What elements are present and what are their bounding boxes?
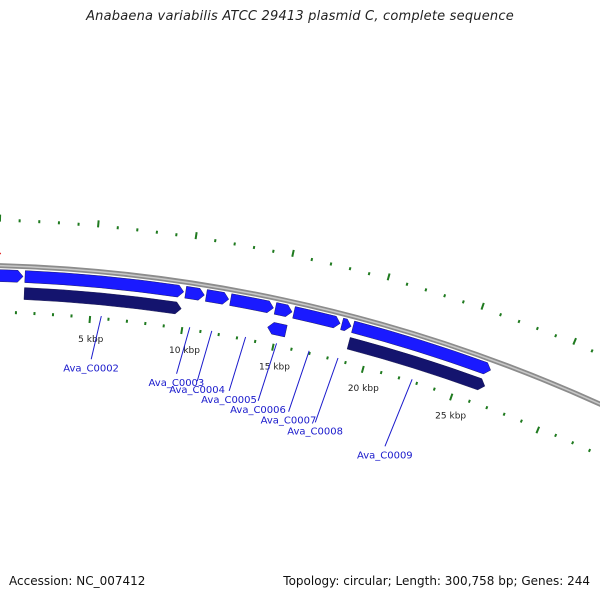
- inner-tick: [519, 419, 523, 423]
- outer-tick: [291, 249, 295, 257]
- outer-tick: [517, 319, 521, 324]
- gene-label: Ava_C0009: [357, 450, 413, 461]
- sequence-summary: Topology: circular; Length: 300,758 bp; …: [283, 574, 590, 588]
- outer-tick: [405, 282, 409, 286]
- gene-arrow: [0, 269, 24, 283]
- inner-tick: [235, 336, 239, 340]
- inner-tick: [432, 387, 436, 391]
- scale-label: 5 kbp: [78, 335, 104, 345]
- outer-tick: [329, 262, 333, 266]
- inner-tick: [344, 360, 347, 365]
- inner-tick: [415, 381, 419, 386]
- gene-leader-line: [228, 336, 247, 392]
- outer-tick: [443, 294, 447, 298]
- outer-tick: [310, 257, 314, 262]
- gene-arrow: [229, 293, 274, 313]
- gene-leader-line: [196, 330, 213, 382]
- gene-arrow: [273, 302, 293, 317]
- inner-tick: [467, 399, 471, 404]
- outer-tick: [554, 333, 558, 338]
- origin-marker: [0, 252, 2, 255]
- outer-tick: [348, 267, 352, 271]
- outer-tick: [272, 249, 275, 253]
- gene-leader-line: [314, 357, 339, 423]
- gene-label: Ava_C0002: [63, 363, 119, 374]
- outer-tick: [572, 337, 577, 345]
- accession-label: Accession: NC_007412: [9, 574, 146, 588]
- gene-leader-line: [288, 350, 310, 412]
- inner-tick: [217, 332, 220, 337]
- outer-tick: [252, 245, 256, 250]
- inner-tick: [253, 339, 257, 344]
- inner-tick: [571, 441, 575, 445]
- gene-label: Ava_C0007: [261, 416, 317, 427]
- inner-tick: [308, 351, 311, 356]
- gene-arrow: [23, 287, 182, 315]
- inner-tick: [326, 356, 329, 360]
- inner-tick: [485, 405, 489, 410]
- inner-tick: [180, 326, 184, 335]
- backbone-highlight: [0, 264, 600, 405]
- gene-label: Ava_C0006: [230, 405, 286, 416]
- inner-tick: [360, 365, 365, 374]
- scale-label: 20 kbp: [348, 384, 379, 394]
- inner-tick: [587, 448, 592, 453]
- gene-label: Ava_C0004: [169, 385, 225, 396]
- scale-label: 25 kbp: [435, 411, 466, 421]
- gene-label: Ava_C0008: [287, 426, 343, 437]
- outer-tick: [194, 232, 198, 240]
- gene-leader-line: [257, 343, 278, 401]
- outer-tick: [480, 302, 485, 310]
- gene-arrow: [24, 270, 185, 298]
- outer-tick: [386, 273, 391, 281]
- outer-tick: [97, 220, 100, 228]
- inner-tick: [271, 343, 275, 351]
- inner-tick: [535, 426, 541, 434]
- inner-tick: [554, 433, 558, 438]
- gene-arrow: [205, 289, 230, 305]
- inner-tick: [449, 393, 454, 401]
- gene-arrow: [292, 306, 341, 329]
- gene-arrow: [340, 317, 352, 331]
- outer-tick: [499, 312, 502, 317]
- map-title: Anabaena variabilis ATCC 29413 plasmid C…: [86, 9, 514, 24]
- inner-tick: [502, 412, 506, 417]
- gene-leader-line: [384, 379, 413, 447]
- gene-leader-line: [90, 315, 102, 360]
- gene-label: Ava_C0005: [201, 395, 257, 406]
- outer-tick: [233, 242, 236, 246]
- gene-arrow: [346, 337, 486, 391]
- outer-tick: [424, 288, 428, 292]
- gene-label: Ava_C0003: [149, 378, 205, 389]
- gene-leader-line: [176, 327, 191, 374]
- scale-label: 10 kbp: [169, 346, 200, 356]
- gene-arrow: [267, 322, 288, 338]
- gene-arrow: [351, 320, 491, 375]
- outer-tick: [461, 300, 465, 304]
- inner-tick: [88, 315, 92, 324]
- outer-tick: [535, 326, 539, 331]
- gene-arrow: [184, 286, 205, 301]
- outer-tick: [590, 349, 594, 353]
- inner-tick: [397, 376, 401, 380]
- inner-tick: [379, 370, 383, 375]
- scale-label: 15 kbp: [259, 362, 290, 372]
- outer-tick: [367, 271, 371, 276]
- inner-tick: [290, 347, 293, 351]
